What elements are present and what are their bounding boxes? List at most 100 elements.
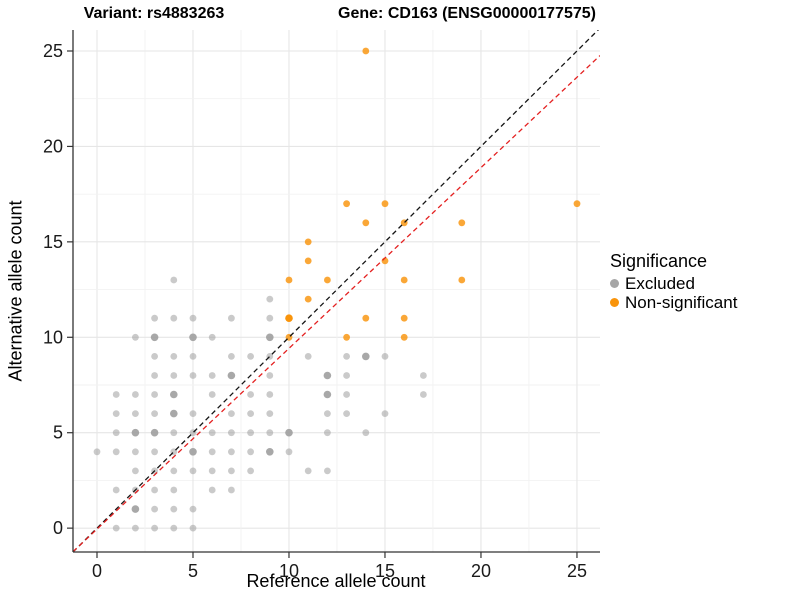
data-point-excluded: [362, 352, 370, 361]
data-point-excluded: [189, 524, 197, 532]
data-point-excluded: [227, 371, 236, 380]
data-point-excluded: [247, 410, 255, 417]
data-point-excluded: [247, 467, 255, 475]
plot-title-variant: Variant: rs4883263: [83, 5, 225, 22]
data-point-excluded: [170, 314, 178, 322]
data-point-excluded: [247, 448, 255, 456]
y-axis-title: Alternative allele count: [5, 200, 26, 382]
data-point-excluded: [266, 429, 274, 437]
data-point-excluded: [170, 372, 178, 379]
data-point-excluded: [266, 410, 274, 417]
legend-label: Excluded: [625, 273, 695, 293]
data-point-excluded: [189, 467, 197, 475]
data-point-non-significant: [458, 276, 466, 284]
data-point-non-significant: [400, 333, 408, 341]
data-point-excluded: [151, 314, 159, 322]
data-point-excluded: [381, 353, 389, 360]
data-point-excluded: [131, 505, 140, 513]
data-point-excluded: [208, 333, 216, 341]
legend-key-dot-excluded: [610, 279, 619, 288]
data-point-excluded: [151, 410, 159, 417]
data-point-excluded: [266, 448, 274, 456]
data-point-excluded: [170, 467, 178, 475]
y-tick-label: 20: [43, 136, 63, 156]
data-point-excluded: [228, 353, 235, 360]
fit-line: [73, 55, 600, 552]
data-point-excluded: [208, 448, 216, 456]
identity-line: [73, 30, 600, 552]
data-point-excluded: [170, 353, 178, 360]
data-point-excluded: [132, 391, 139, 398]
data-point-excluded: [228, 448, 235, 456]
x-tick-label: 25: [567, 561, 587, 581]
data-point-non-significant: [362, 219, 370, 227]
data-point-excluded: [189, 353, 197, 360]
legend-item-non-significant: Non-significant: [610, 293, 800, 312]
data-point-excluded: [266, 333, 274, 342]
y-tick-label: 5: [53, 423, 63, 443]
data-point-excluded: [189, 410, 197, 417]
data-point-excluded: [343, 410, 350, 417]
data-point-excluded: [247, 391, 255, 398]
data-point-excluded: [285, 448, 293, 456]
data-point-excluded: [170, 486, 178, 494]
data-point-excluded: [132, 333, 139, 341]
legend-label: Non-significant: [625, 292, 738, 312]
data-point-excluded: [228, 429, 235, 437]
data-point-excluded: [323, 390, 332, 399]
legend-key-dot-non-significant: [610, 298, 619, 307]
legend-title: Significance: [610, 251, 708, 271]
data-point-non-significant: [458, 219, 466, 227]
data-point-excluded: [151, 448, 159, 456]
data-point-excluded: [228, 410, 235, 417]
data-point-excluded: [131, 428, 140, 437]
data-point-excluded: [247, 429, 255, 437]
data-point-non-significant: [381, 200, 389, 208]
data-point-excluded: [247, 353, 255, 360]
data-point-excluded: [151, 486, 159, 494]
data-point-excluded: [266, 391, 274, 398]
data-point-excluded: [323, 371, 332, 380]
data-point-excluded: [324, 429, 331, 437]
plot-title-gene: Gene: CD163 (ENSG00000177575): [338, 5, 596, 22]
data-point-non-significant: [304, 238, 312, 246]
data-point-excluded: [132, 410, 139, 417]
data-point-excluded: [170, 409, 178, 418]
data-point-non-significant: [304, 257, 312, 265]
data-point-excluded: [189, 505, 197, 513]
data-point-excluded: [112, 486, 120, 494]
data-point-non-significant: [400, 276, 408, 284]
data-point-non-significant: [362, 314, 370, 322]
data-point-excluded: [208, 372, 216, 379]
data-point-excluded: [150, 428, 159, 437]
x-tick-label: 20: [471, 561, 491, 581]
data-point-excluded: [112, 448, 120, 456]
x-tick-label: 0: [92, 561, 102, 581]
data-point-excluded: [381, 410, 389, 417]
data-point-excluded: [189, 333, 197, 342]
data-point-excluded: [343, 353, 350, 360]
data-point-excluded: [420, 372, 427, 379]
data-point-excluded: [189, 448, 197, 456]
data-point-non-significant: [324, 276, 331, 284]
data-point-excluded: [112, 391, 120, 398]
data-point-non-significant: [362, 47, 370, 55]
data-point-non-significant: [304, 295, 312, 303]
data-point-excluded: [112, 524, 120, 532]
data-point-excluded: [170, 505, 178, 513]
data-point-excluded: [151, 524, 159, 532]
y-tick-label: 15: [43, 232, 63, 252]
data-point-excluded: [132, 467, 139, 475]
x-axis-title: Reference allele count: [246, 571, 426, 591]
legend-item-excluded: Excluded: [610, 274, 800, 293]
data-point-excluded: [151, 353, 159, 360]
data-point-excluded: [208, 467, 216, 475]
x-tick-label: 10: [279, 561, 299, 581]
data-point-excluded: [285, 428, 293, 437]
data-point-excluded: [151, 505, 159, 513]
data-point-excluded: [170, 524, 178, 532]
data-point-non-significant: [343, 200, 350, 208]
data-point-excluded: [362, 429, 370, 437]
